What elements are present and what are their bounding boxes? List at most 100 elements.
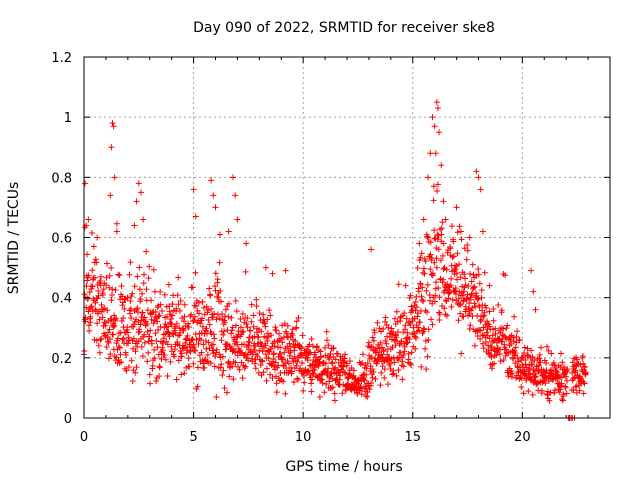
data-point xyxy=(419,296,426,303)
data-point xyxy=(401,310,408,317)
data-point xyxy=(344,360,350,367)
data-point xyxy=(532,306,539,313)
data-point xyxy=(156,312,163,319)
data-point xyxy=(420,298,427,305)
data-point xyxy=(279,356,286,363)
data-point xyxy=(134,273,141,280)
data-point xyxy=(108,144,115,151)
data-point xyxy=(92,256,99,263)
data-point xyxy=(428,316,435,323)
data-point xyxy=(434,236,441,243)
data-point xyxy=(171,346,178,353)
data-point xyxy=(413,304,420,311)
data-point xyxy=(86,327,93,334)
data-point xyxy=(175,301,182,308)
data-point xyxy=(367,363,374,370)
data-point xyxy=(510,355,517,362)
data-point xyxy=(151,288,158,295)
data-point xyxy=(461,284,468,291)
data-point xyxy=(177,329,184,336)
data-point xyxy=(251,360,258,367)
data-point xyxy=(574,356,581,363)
data-point xyxy=(119,302,126,309)
data-point xyxy=(373,360,380,367)
data-point xyxy=(442,216,449,223)
data-point xyxy=(98,335,105,342)
data-point xyxy=(396,341,403,348)
data-point xyxy=(478,287,485,294)
data-point xyxy=(262,342,269,349)
data-point xyxy=(232,297,239,304)
data-point xyxy=(156,364,163,371)
data-point xyxy=(426,292,433,299)
data-point xyxy=(427,239,434,246)
data-point xyxy=(390,370,397,377)
data-point xyxy=(219,310,226,317)
data-point xyxy=(208,342,215,349)
data-point xyxy=(411,333,418,340)
data-point xyxy=(532,373,539,380)
data-point xyxy=(436,294,443,301)
data-point xyxy=(433,264,440,271)
data-point xyxy=(165,323,172,330)
data-point xyxy=(423,287,430,294)
data-point xyxy=(180,327,187,334)
data-point xyxy=(250,323,257,330)
data-point xyxy=(237,315,244,322)
data-point xyxy=(85,272,92,279)
data-point xyxy=(178,371,185,378)
data-point xyxy=(220,367,227,374)
data-point xyxy=(262,351,269,358)
data-point xyxy=(169,301,176,308)
data-point xyxy=(436,316,443,323)
data-point xyxy=(113,220,120,227)
data-point xyxy=(464,291,471,298)
data-point xyxy=(240,341,247,348)
data-point xyxy=(363,371,370,378)
data-point xyxy=(467,322,474,329)
data-point xyxy=(414,310,421,317)
data-point xyxy=(281,320,288,327)
data-point xyxy=(486,335,493,342)
data-point xyxy=(440,198,447,205)
data-point xyxy=(148,340,155,347)
data-point xyxy=(526,365,533,372)
data-point xyxy=(108,264,115,271)
data-point xyxy=(229,324,236,331)
data-point xyxy=(562,373,569,380)
data-point xyxy=(477,318,484,325)
data-point xyxy=(558,374,565,381)
data-point xyxy=(469,261,476,268)
data-point xyxy=(214,276,221,283)
data-point xyxy=(557,350,564,357)
data-point xyxy=(372,375,379,382)
data-point xyxy=(175,274,182,281)
data-point xyxy=(127,305,134,312)
data-point xyxy=(400,363,407,370)
data-point xyxy=(210,331,217,338)
x-axis-label: GPS time / hours xyxy=(285,459,402,475)
data-point xyxy=(287,343,294,350)
data-point xyxy=(111,322,118,329)
data-point xyxy=(366,386,373,393)
data-point xyxy=(194,383,201,390)
data-point xyxy=(444,249,451,256)
data-point xyxy=(400,352,407,359)
data-point xyxy=(559,359,566,366)
data-point xyxy=(416,240,423,247)
data-point xyxy=(286,340,293,347)
data-point xyxy=(322,360,329,367)
data-point xyxy=(121,306,128,313)
data-point xyxy=(228,314,235,321)
data-point xyxy=(415,288,422,295)
data-point xyxy=(440,289,447,296)
data-point xyxy=(112,286,119,293)
data-point xyxy=(324,337,331,344)
data-point xyxy=(104,307,111,314)
data-point xyxy=(148,297,155,304)
data-point xyxy=(484,320,491,327)
data-point xyxy=(213,346,220,353)
data-point xyxy=(105,339,112,346)
data-point xyxy=(412,298,419,305)
data-point xyxy=(171,353,178,360)
